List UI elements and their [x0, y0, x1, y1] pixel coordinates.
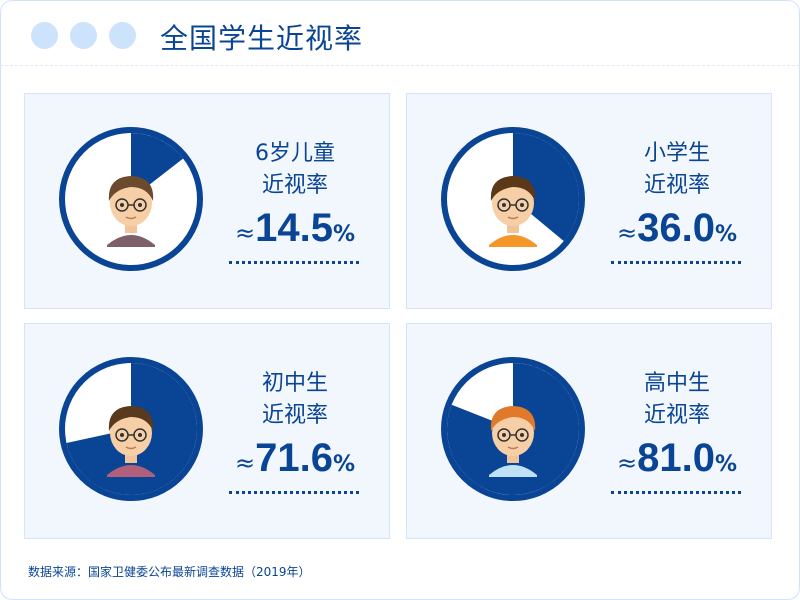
percent-sign: %: [714, 222, 737, 247]
dotted-underline: [229, 261, 359, 264]
percent-sign: %: [332, 452, 355, 477]
window-dot: [109, 22, 136, 49]
percent-sign: %: [714, 452, 737, 477]
metric-label: 近视率: [261, 173, 328, 198]
chart-card: 初中生 近视率 ≈71.6%: [24, 323, 390, 539]
pie-chart: [59, 127, 203, 271]
value-number: 81.0: [637, 436, 715, 480]
category-label: 6岁儿童: [255, 141, 335, 166]
approx-sign: ≈: [234, 449, 256, 477]
value-label: ≈14.5%: [225, 206, 365, 251]
dotted-underline: [611, 261, 741, 264]
percent-sign: %: [332, 222, 355, 247]
metric-label: 近视率: [643, 403, 710, 428]
category-label: 初中生: [261, 371, 328, 396]
approx-sign: ≈: [234, 219, 256, 247]
high-school-student-avatar-icon: [489, 406, 537, 477]
value-label: ≈36.0%: [607, 206, 747, 251]
value-label: ≈71.6%: [225, 436, 365, 481]
approx-sign: ≈: [616, 449, 638, 477]
dotted-underline: [229, 491, 359, 494]
pie-chart: [441, 127, 585, 271]
metric-label: 近视率: [643, 173, 710, 198]
value-label: ≈81.0%: [607, 436, 747, 481]
page-title: 全国学生近视率: [160, 22, 364, 55]
value-number: 36.0: [637, 206, 715, 250]
child-avatar-icon: [107, 176, 155, 247]
pie-chart: [59, 357, 203, 501]
category-label: 小学生: [643, 141, 710, 166]
dotted-underline: [611, 491, 741, 494]
metric-label: 近视率: [261, 403, 328, 428]
chart-card: 高中生 近视率 ≈81.0%: [406, 323, 772, 539]
chart-card: 6岁儿童 近视率 ≈14.5%: [24, 93, 390, 309]
pie-chart: [441, 357, 585, 501]
pie-slice: [513, 133, 579, 242]
source-note: 数据来源：国家卫健委公布最新调查数据（2019年）: [28, 565, 311, 579]
middle-school-student-avatar-icon: [107, 406, 155, 477]
window-dot: [31, 22, 58, 49]
chart-card: 小学生 近视率 ≈36.0%: [406, 93, 772, 309]
category-label: 高中生: [643, 371, 710, 396]
header-divider: [0, 65, 800, 66]
value-number: 71.6: [255, 436, 333, 480]
approx-sign: ≈: [616, 219, 638, 247]
value-number: 14.5: [255, 206, 333, 250]
window-dot: [70, 22, 97, 49]
primary-student-avatar-icon: [489, 176, 537, 247]
